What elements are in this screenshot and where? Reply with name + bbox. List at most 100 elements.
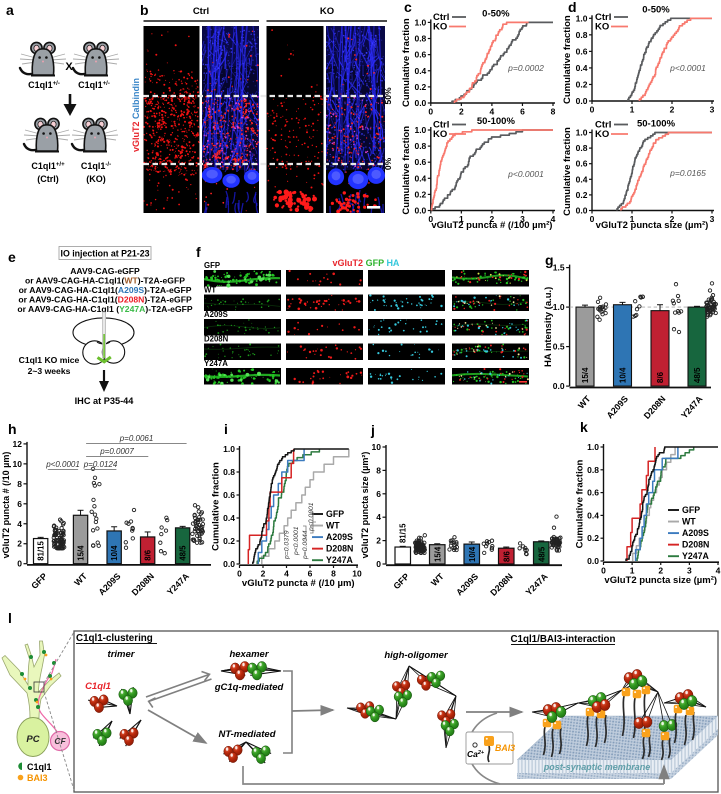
svg-text:0.0: 0.0: [414, 98, 426, 108]
svg-text:0.6: 0.6: [587, 488, 599, 498]
svg-text:GFP: GFP: [204, 261, 220, 270]
svg-text:A209S: A209S: [682, 528, 709, 538]
svg-text:0.8: 0.8: [576, 30, 588, 40]
svg-text:p=0.0124: p=0.0124: [83, 460, 118, 469]
svg-text:p=0.0007: p=0.0007: [99, 447, 134, 456]
svg-text:3: 3: [520, 214, 525, 224]
svg-text:48/5: 48/5: [537, 546, 546, 562]
svg-text:0: 0: [428, 107, 433, 117]
svg-text:A209S: A209S: [605, 394, 631, 421]
svg-text:D208N: D208N: [130, 571, 156, 597]
svg-text:10: 10: [13, 459, 23, 469]
svg-text:1: 1: [630, 105, 635, 115]
svg-text:CF: CF: [54, 736, 66, 746]
svg-text:0: 0: [590, 214, 595, 224]
svg-text:vGluT2 puncta size (µm²): vGluT2 puncta size (µm²): [604, 575, 717, 586]
svg-text:or AAV9-CAG-HA-C1ql1(WT)-T2A-e: or AAV9-CAG-HA-C1ql1(WT)-T2A-eGFP: [25, 276, 185, 286]
svg-text:10: 10: [352, 569, 362, 579]
svg-text:Cumulative fraction: Cumulative fraction: [575, 459, 586, 548]
svg-text:C1ql1: C1ql1: [27, 762, 52, 772]
svg-text:vGluT2 puncta size (µm²): vGluT2 puncta size (µm²): [596, 220, 709, 231]
svg-text:vGluT2 puncta # (/10 µm): vGluT2 puncta # (/10 µm): [242, 578, 355, 589]
svg-text:0.4: 0.4: [414, 173, 426, 183]
svg-text:0.0: 0.0: [414, 206, 426, 216]
svg-text:(KO): (KO): [86, 174, 106, 184]
svg-text:p<0.0001: p<0.0001: [308, 502, 315, 532]
svg-text:h: h: [8, 421, 17, 437]
svg-text:A209S: A209S: [454, 571, 480, 597]
svg-text:KO: KO: [595, 22, 609, 33]
svg-text:4: 4: [284, 569, 289, 579]
svg-text:Cumulative fraction: Cumulative fraction: [562, 15, 573, 104]
svg-text:8/6: 8/6: [656, 371, 665, 383]
svg-text:i: i: [224, 421, 228, 437]
svg-text:a: a: [6, 2, 14, 18]
svg-text:50%: 50%: [383, 87, 393, 104]
svg-text:2: 2: [670, 105, 675, 115]
svg-text:2: 2: [459, 107, 464, 117]
svg-text:1: 1: [630, 566, 635, 576]
svg-text:C1ql1: C1ql1: [85, 681, 111, 692]
svg-text:6: 6: [520, 107, 525, 117]
svg-text:3: 3: [710, 214, 715, 224]
svg-text:0.0: 0.0: [553, 381, 565, 391]
svg-text:A209S: A209S: [326, 532, 353, 542]
svg-text:4: 4: [376, 512, 381, 522]
svg-text:p=0.0379: p=0.0379: [284, 530, 291, 560]
svg-text:8: 8: [376, 465, 381, 475]
svg-text:Cumulative fraction: Cumulative fraction: [211, 462, 222, 551]
svg-text:0.6: 0.6: [414, 50, 426, 60]
svg-text:0.8: 0.8: [223, 467, 235, 477]
svg-text:1: 1: [630, 214, 635, 224]
svg-text:0.2: 0.2: [587, 533, 599, 543]
svg-text:Y247A: Y247A: [679, 393, 705, 420]
svg-text:p=0.0061: p=0.0061: [119, 434, 154, 443]
svg-text:0%: 0%: [383, 157, 393, 170]
svg-text:4: 4: [17, 519, 22, 529]
svg-text:0-50%: 0-50%: [642, 4, 670, 15]
svg-text:A209S: A209S: [204, 310, 228, 319]
svg-text:0.2: 0.2: [414, 189, 426, 199]
svg-text:12: 12: [13, 439, 23, 449]
svg-text:1.5: 1.5: [553, 263, 565, 273]
svg-text:NT-mediated: NT-mediated: [218, 729, 275, 740]
svg-text:high-oligomer: high-oligomer: [384, 650, 449, 661]
svg-text:0.4: 0.4: [576, 174, 588, 184]
svg-text:10/4: 10/4: [619, 367, 628, 383]
svg-text:p=0.0044: p=0.0044: [302, 530, 309, 560]
svg-text:b: b: [140, 2, 149, 18]
svg-text:0: 0: [376, 559, 381, 569]
svg-text:50-100%: 50-100%: [637, 119, 676, 130]
svg-text:D208N: D208N: [204, 335, 229, 344]
svg-text:0: 0: [428, 214, 433, 224]
svg-text:e: e: [8, 249, 16, 265]
svg-text:2: 2: [17, 539, 22, 549]
svg-text:0.0: 0.0: [587, 556, 599, 566]
svg-text:j: j: [370, 422, 375, 438]
svg-text:vGluT2 puncta # (/100 µm²): vGluT2 puncta # (/100 µm²): [431, 220, 552, 231]
svg-text:2: 2: [490, 214, 495, 224]
svg-text:2: 2: [670, 214, 675, 224]
svg-text:81/15: 81/15: [37, 541, 46, 561]
svg-text:Ctrl: Ctrl: [595, 120, 611, 131]
svg-text:C1ql1+/-: C1ql1+/-: [28, 80, 60, 90]
svg-text:3: 3: [687, 566, 692, 576]
svg-text:trimer: trimer: [108, 649, 136, 660]
svg-text:0.8: 0.8: [576, 143, 588, 153]
svg-text:g: g: [545, 252, 554, 268]
svg-text:WT: WT: [682, 517, 696, 527]
svg-text:8: 8: [331, 569, 336, 579]
svg-text:HA intensity (a.u.): HA intensity (a.u.): [543, 287, 554, 367]
svg-text:WT: WT: [429, 571, 446, 588]
svg-text:D208N: D208N: [488, 571, 514, 597]
svg-text:l: l: [8, 610, 12, 626]
svg-text:or AAV9-CAG-HA-C1ql1 (Y247A)-T: or AAV9-CAG-HA-C1ql1 (Y247A)-T2A-eGFP: [17, 304, 193, 314]
svg-text:C1ql1+/+: C1ql1+/+: [31, 161, 65, 171]
svg-text:or AAV9-CAG-HA-C1ql1(A209S)-T2: or AAV9-CAG-HA-C1ql1(A209S)-T2A-eGFP: [19, 285, 192, 295]
svg-text:hexamer: hexamer: [229, 649, 269, 660]
svg-text:2: 2: [658, 566, 663, 576]
svg-text:GFP: GFP: [326, 509, 344, 519]
svg-text:A209S: A209S: [96, 571, 122, 597]
svg-text:C1ql1 KO mice: C1ql1 KO mice: [19, 355, 80, 365]
svg-text:vGluT2 GFP HA: vGluT2 GFP HA: [333, 258, 400, 268]
